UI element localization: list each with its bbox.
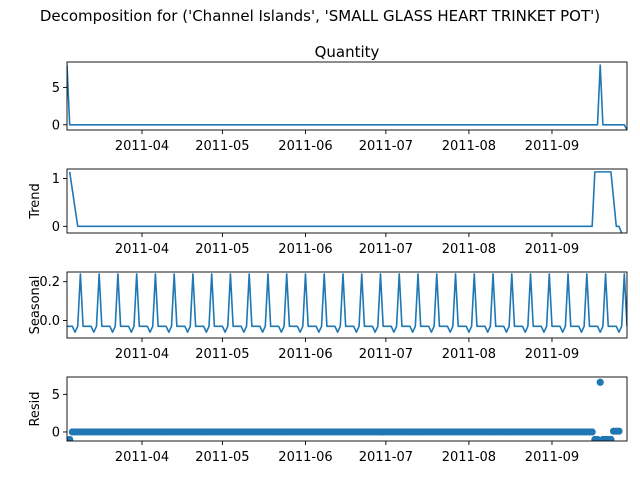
- subplot-title: Quantity: [315, 43, 380, 61]
- y-tick-label: 0: [52, 220, 60, 235]
- plot-area: [68, 171, 623, 233]
- x-tick-label: 2011-04: [115, 139, 169, 154]
- axes-frame: [66, 61, 628, 131]
- x-tick-label: 2011-08: [442, 347, 496, 362]
- x-tick-label: 2011-08: [442, 139, 496, 154]
- resid-point: [596, 378, 604, 386]
- x-tick-label: 2011-07: [359, 347, 413, 362]
- y-tick-label: 0.0: [39, 314, 60, 329]
- x-tick-label: 2011-09: [525, 139, 579, 154]
- resid-point: [615, 427, 623, 435]
- x-tick-label: 2011-07: [359, 242, 413, 257]
- x-tick-label: 2011-09: [525, 347, 579, 362]
- x-tick-label: 2011-05: [195, 242, 249, 257]
- subplot-panels: 0 5 2011-04 2011-05 2011-06 2011-07 2011-08 201…: [28, 43, 628, 465]
- y-axis-label: Seasonal: [28, 276, 43, 335]
- y-tick-label: 0: [52, 425, 60, 440]
- subplot-1: 0 5 2011-04 2011-05 2011-06 2011-07 2011-08 201…: [52, 43, 628, 154]
- y-tick-label: 0: [52, 118, 60, 133]
- series-line: [68, 171, 623, 233]
- y-tick-label: 0.2: [39, 275, 60, 290]
- resid-point: [607, 435, 615, 441]
- subplot-3: 0.0 0.2 2011-04 2011-05 2011-06 2011-07 2011-0…: [28, 271, 628, 362]
- plot-area: [67, 273, 627, 333]
- plot-area: [67, 64, 627, 130]
- y-tick-label: 1: [52, 172, 60, 187]
- x-tick-label: 2011-09: [525, 242, 579, 257]
- axes-frame: [66, 168, 628, 234]
- x-tick-label: 2011-08: [442, 450, 496, 465]
- x-tick-label: 2011-05: [195, 450, 249, 465]
- x-tick-label: 2011-08: [442, 242, 496, 257]
- subplot-2: 0 1 2011-04 2011-05 2011-06 2011-07 2011-08 201…: [28, 168, 628, 257]
- x-tick-label: 2011-06: [278, 450, 332, 465]
- resid-point: [67, 435, 74, 441]
- x-tick-label: 2011-06: [278, 242, 332, 257]
- axes-frame: [66, 376, 628, 442]
- y-axis-label: Trend: [28, 183, 43, 220]
- x-tick-label: 2011-06: [278, 347, 332, 362]
- x-tick-label: 2011-09: [525, 450, 579, 465]
- x-tick-label: 2011-05: [195, 139, 249, 154]
- series-line: [67, 273, 627, 333]
- subplot-4: 0 5 2011-04 2011-05 2011-06 2011-07 2011-08 201…: [28, 376, 628, 465]
- x-tick-label: 2011-05: [195, 347, 249, 362]
- y-tick-label: 5: [52, 388, 60, 403]
- y-tick-label: 5: [52, 81, 60, 96]
- axes-frame: [66, 271, 628, 339]
- x-tick-label: 2011-06: [278, 139, 332, 154]
- x-tick-label: 2011-07: [359, 450, 413, 465]
- x-tick-label: 2011-04: [115, 347, 169, 362]
- x-tick-label: 2011-07: [359, 139, 413, 154]
- x-tick-label: 2011-04: [115, 242, 169, 257]
- y-axis-label: Resid: [28, 391, 43, 426]
- x-tick-label: 2011-04: [115, 450, 169, 465]
- figure-suptitle: Decomposition for ('Channel Islands', 'S…: [40, 7, 600, 25]
- series-line: [67, 64, 627, 130]
- resid-point: [588, 428, 596, 436]
- plot-area: [67, 378, 623, 441]
